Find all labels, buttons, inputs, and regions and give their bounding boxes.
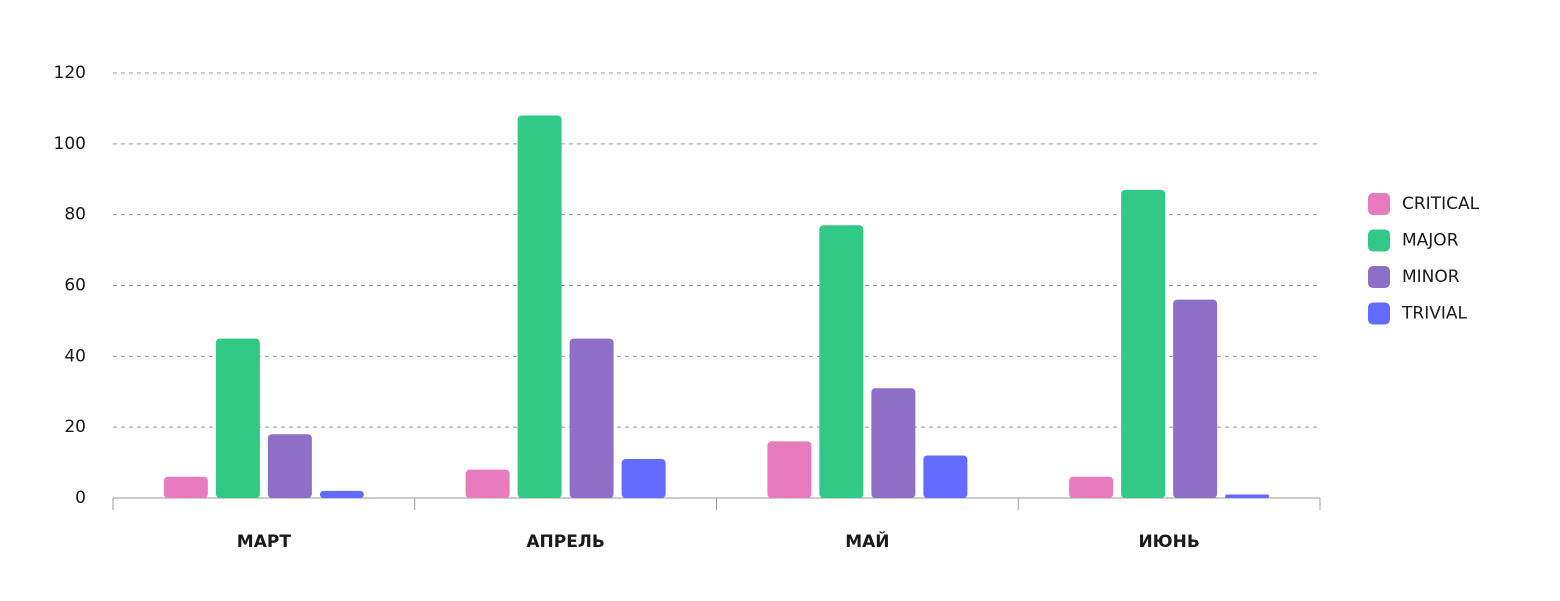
y-tick-label: 60 <box>64 276 86 296</box>
bar <box>319 490 364 498</box>
x-tick-label: АПРЕЛЬ <box>526 532 605 552</box>
legend-swatch <box>1368 266 1390 288</box>
legend-label: TRIVIAL <box>1401 304 1467 324</box>
y-tick-label: 80 <box>64 205 86 225</box>
bar <box>1121 189 1166 498</box>
legend-label: MAJOR <box>1402 231 1459 251</box>
legend-swatch <box>1368 229 1390 252</box>
bar <box>267 434 312 498</box>
y-tick-label: 120 <box>54 63 86 83</box>
bar <box>215 338 260 498</box>
bar <box>1173 299 1218 498</box>
bar <box>923 455 968 498</box>
bar <box>621 459 666 498</box>
legend-swatch <box>1368 302 1390 325</box>
bar <box>1069 476 1114 498</box>
legend-label: MINOR <box>1402 267 1460 287</box>
bar <box>163 476 208 498</box>
bar <box>767 441 812 498</box>
x-tick-label: МАРТ <box>237 532 292 552</box>
legend-label: CRITICAL <box>1402 194 1480 214</box>
y-tick-label: 20 <box>64 417 86 437</box>
y-tick-label: 0 <box>75 488 86 508</box>
bar <box>819 225 864 498</box>
y-tick-label: 40 <box>64 346 86 366</box>
x-tick-label: ИЮНЬ <box>1138 532 1199 552</box>
bar <box>1225 494 1270 498</box>
legend-swatch <box>1368 193 1390 215</box>
x-tick-label: МАЙ <box>845 530 889 552</box>
bar <box>517 115 562 498</box>
y-tick-label: 100 <box>54 134 86 154</box>
bar <box>569 338 614 498</box>
bar <box>465 469 510 498</box>
bar <box>871 388 916 498</box>
